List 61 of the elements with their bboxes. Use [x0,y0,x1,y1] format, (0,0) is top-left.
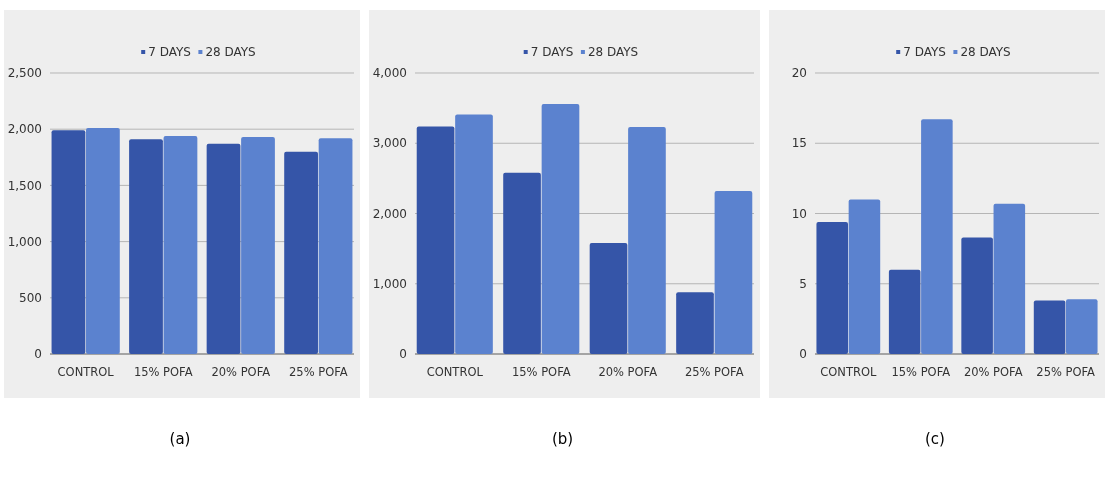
y-tick-label: 0 [799,347,807,362]
x-tick-label: 15% POFA [891,365,951,379]
y-tick-label: 1,000 [7,234,42,249]
y-tick-label: 1,500 [7,178,42,193]
y-tick-label: 500 [19,291,42,305]
x-tick-label: CONTROL [426,365,484,379]
bar [1033,300,1066,354]
y-tick-label: 1,000 [372,276,407,291]
legend-label: 7 DAYS [903,45,946,59]
x-tick-label: CONTROL [820,365,877,379]
bar [848,199,881,354]
bar [541,103,580,354]
x-tick-label: 15% POFA [511,365,571,379]
y-tick-label: 2,000 [7,122,42,137]
bar [921,119,953,354]
bar [129,139,163,354]
bar [206,143,241,354]
bar [589,243,628,354]
y-tick-label: 0 [34,347,42,362]
bar [51,130,86,354]
x-tick-label: 20% POFA [211,365,271,379]
x-tick-label: 25% POFA [684,365,744,379]
bar [284,151,318,354]
bar [961,237,993,354]
y-tick-label: 10 [791,206,807,221]
y-tick-label: 3,000 [372,136,407,151]
y-tick-label: 20 [791,66,807,81]
bar [163,135,198,354]
y-tick-label: 0 [399,347,407,362]
bar [86,128,120,354]
legend-label: 28 DAYS [205,45,256,59]
legend-label: 7 DAYS [148,45,191,59]
legend-label: 28 DAYS [587,45,639,59]
bar [318,138,353,354]
y-tick-label: 2,500 [7,66,42,81]
text: (c) [925,430,945,448]
x-tick-label: 25% POFA [1036,365,1096,379]
bar [1066,299,1098,354]
text: (b) [551,430,574,448]
bar [503,172,541,354]
bar [628,127,666,354]
bar [993,203,1026,354]
y-tick-label: 5 [799,276,807,291]
x-tick-label: CONTROL [57,365,115,379]
x-tick-label: 20% POFA [963,365,1023,379]
x-tick-label: 15% POFA [133,365,193,379]
bar [714,191,753,354]
x-tick-label: 20% POFA [598,365,658,379]
bar [676,292,714,354]
text: (a) [169,430,191,448]
legend-label: 28 DAYS [960,45,1011,59]
y-tick-label: 2,000 [372,206,407,221]
y-tick-label: 4,000 [372,66,407,81]
bar [888,269,921,354]
x-tick-label: 25% POFA [289,365,348,379]
bar [816,221,848,354]
bar [241,137,275,354]
y-tick-label: 15 [791,136,807,151]
legend-label: 7 DAYS [530,45,574,59]
bar [455,114,493,354]
bar [416,126,455,354]
